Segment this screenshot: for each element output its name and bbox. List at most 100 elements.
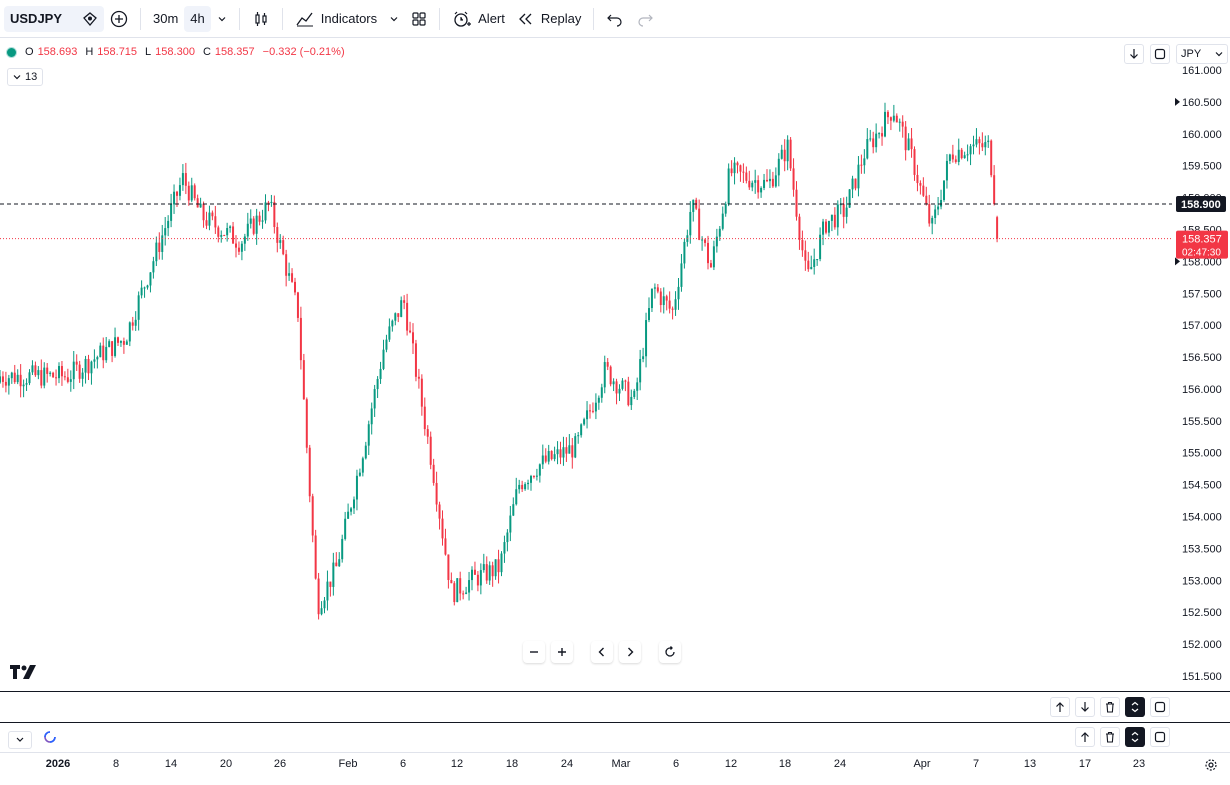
redo-button[interactable] xyxy=(630,6,660,32)
scroll-down-button[interactable] xyxy=(1124,44,1144,64)
candle-body xyxy=(854,178,857,189)
candle-body xyxy=(512,504,515,516)
plus-circle-icon xyxy=(110,10,128,27)
indicators-button[interactable]: Indicators xyxy=(289,6,383,32)
candle-body xyxy=(149,272,152,286)
pane-expand-button[interactable] xyxy=(8,730,32,749)
time-tick-label: 18 xyxy=(778,758,792,770)
candle-body xyxy=(736,162,739,166)
candle-body xyxy=(170,204,173,221)
candle-body xyxy=(709,263,712,268)
interval-dropdown[interactable] xyxy=(211,6,233,32)
price-tick-label: 152.500 xyxy=(1182,607,1222,619)
currency-label: JPY xyxy=(1181,48,1202,60)
candle-body xyxy=(910,138,913,150)
candle-body xyxy=(925,195,928,205)
candle-body xyxy=(680,263,683,287)
replay-button[interactable]: Replay xyxy=(511,6,587,32)
trash-icon xyxy=(1106,701,1114,713)
candle-body xyxy=(671,308,674,310)
pane-divider[interactable] xyxy=(0,722,1230,723)
candle-body xyxy=(447,554,450,580)
candle-body xyxy=(273,201,276,228)
scroll-right-button[interactable] xyxy=(619,641,641,663)
time-tick-label: Mar xyxy=(611,758,631,770)
move-pane-down-button[interactable] xyxy=(1075,697,1095,717)
candle-body xyxy=(532,476,535,478)
interval-30m[interactable]: 30m xyxy=(153,11,179,26)
settings-gear-icon[interactable] xyxy=(1204,758,1218,775)
symbol-search-button[interactable]: USDJPY xyxy=(4,5,104,32)
high-key: H xyxy=(85,46,94,58)
candle-body xyxy=(913,149,916,175)
candle-body xyxy=(117,337,119,343)
candle-body xyxy=(869,138,872,140)
maximize-pane-button[interactable] xyxy=(1150,727,1170,747)
candle-body xyxy=(25,383,28,385)
candle-body xyxy=(751,182,754,188)
price-tick-label: 156.000 xyxy=(1182,384,1222,396)
delete-pane-button[interactable] xyxy=(1100,697,1120,717)
candle-body xyxy=(521,484,524,490)
interval-4h[interactable]: 4h xyxy=(184,5,211,32)
delete-pane-button[interactable] xyxy=(1100,727,1120,747)
time-tick-label: 13 xyxy=(1023,758,1037,770)
candle-body xyxy=(712,246,715,268)
collapse-pane-button[interactable] xyxy=(1125,727,1145,747)
last-price-label: 158.357 xyxy=(1182,234,1222,246)
candle-body xyxy=(0,376,1,383)
candle-body xyxy=(948,154,951,161)
candle-body xyxy=(229,226,232,229)
compare-icon[interactable] xyxy=(82,11,98,27)
maximize-pane-button[interactable] xyxy=(1150,697,1170,717)
undo-button[interactable] xyxy=(600,6,630,32)
candle-body xyxy=(13,372,16,383)
move-pane-up-button[interactable] xyxy=(1050,697,1070,717)
candle-body xyxy=(565,447,568,454)
indicators-collapse-button[interactable]: 13 xyxy=(7,68,44,86)
time-tick-label: 12 xyxy=(450,758,464,770)
candle-body xyxy=(462,593,465,595)
candle-body xyxy=(412,332,414,344)
candle-body xyxy=(754,180,757,183)
candle-body xyxy=(476,574,479,586)
alert-button[interactable]: Alert xyxy=(446,6,511,32)
zoom-in-button[interactable] xyxy=(551,641,573,663)
candle-body xyxy=(267,202,270,204)
candle-body xyxy=(108,341,111,347)
price-tick-label: 156.500 xyxy=(1182,352,1222,364)
candle-body xyxy=(16,374,19,383)
candle-body xyxy=(650,288,653,309)
scroll-left-button[interactable] xyxy=(591,641,613,663)
price-tick-label: 155.500 xyxy=(1182,416,1222,428)
candle-body xyxy=(211,212,214,217)
time-axis[interactable]: 2026 8 14 20 26 Feb 6 12 18 24 Mar 6 12 18 24 Apr 7 13 17 2… xyxy=(0,752,1230,777)
price-chart[interactable]: 151.500 152.000 152.500 153.000 153.500 154.0… xyxy=(0,38,1230,691)
zoom-out-button[interactable] xyxy=(523,641,545,663)
candle-body xyxy=(503,542,506,554)
candle-body xyxy=(220,235,223,237)
candle-body xyxy=(400,300,403,317)
candle-body xyxy=(429,436,432,465)
reset-chart-button[interactable] xyxy=(659,641,681,663)
chart-type-button[interactable] xyxy=(246,6,276,32)
candle-body xyxy=(34,365,37,376)
price-tick-label: 153.500 xyxy=(1182,543,1222,555)
move-pane-up-button[interactable] xyxy=(1075,727,1095,747)
candle-body xyxy=(863,158,866,166)
countdown-label: 02:47:30 xyxy=(1182,248,1221,259)
add-symbol-button[interactable] xyxy=(104,6,134,32)
indicators-dropdown[interactable] xyxy=(383,6,405,32)
candle-body xyxy=(485,564,488,581)
fullscreen-button[interactable] xyxy=(1150,44,1170,64)
candle-body xyxy=(308,447,311,497)
candle-body xyxy=(981,143,984,148)
candle-body xyxy=(801,239,804,251)
collapse-pane-button[interactable] xyxy=(1125,697,1145,717)
candle-body xyxy=(143,287,146,289)
pane-divider[interactable] xyxy=(0,691,1230,692)
candle-body xyxy=(255,215,258,234)
layouts-button[interactable] xyxy=(405,6,433,32)
ohlc-legend: O 158.693 H 158.715 L 158.300 C 158.357 −0.3… xyxy=(6,46,349,58)
currency-select[interactable]: JPY xyxy=(1176,44,1228,64)
